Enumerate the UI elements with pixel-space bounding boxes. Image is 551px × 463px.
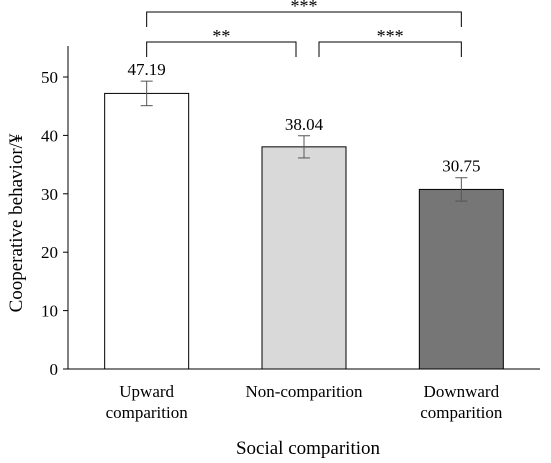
bar <box>104 92 190 370</box>
bar <box>261 146 347 370</box>
y-tick-label: 50 <box>41 68 58 87</box>
bar <box>418 188 504 370</box>
value-label: 47.19 <box>128 60 166 79</box>
y-tick-label: 0 <box>50 360 59 379</box>
x-axis-title: Social comparition <box>236 438 381 459</box>
y-tick-label: 30 <box>41 185 58 204</box>
labels: 47.19 Upward comparition 38.04 Non-compariti… <box>106 60 503 422</box>
value-label: 30.75 <box>442 157 480 176</box>
significance-brackets: ***** *** <box>146 0 462 57</box>
y-tick-label: 10 <box>41 302 58 321</box>
x-tick-label: Non-comparition <box>245 382 363 401</box>
significance-bracket <box>318 41 462 57</box>
significance-bracket <box>146 11 462 27</box>
significance-label: ** <box>212 26 230 46</box>
value-label: 38.04 <box>285 115 324 134</box>
x-tick-label: Downward <box>424 382 500 401</box>
x-tick-label: comparition <box>420 403 503 422</box>
y-tick-label: 20 <box>41 243 58 262</box>
y-tick-label: 40 <box>41 126 58 145</box>
x-tick-label: Upward <box>119 382 174 401</box>
bars <box>104 80 504 370</box>
significance-label: *** <box>377 26 404 46</box>
significance-bracket <box>146 41 297 57</box>
x-tick-label: comparition <box>106 403 189 422</box>
significance-label: *** <box>291 0 318 16</box>
y-axis-title: Cooperative behavior/¥ <box>6 133 27 312</box>
